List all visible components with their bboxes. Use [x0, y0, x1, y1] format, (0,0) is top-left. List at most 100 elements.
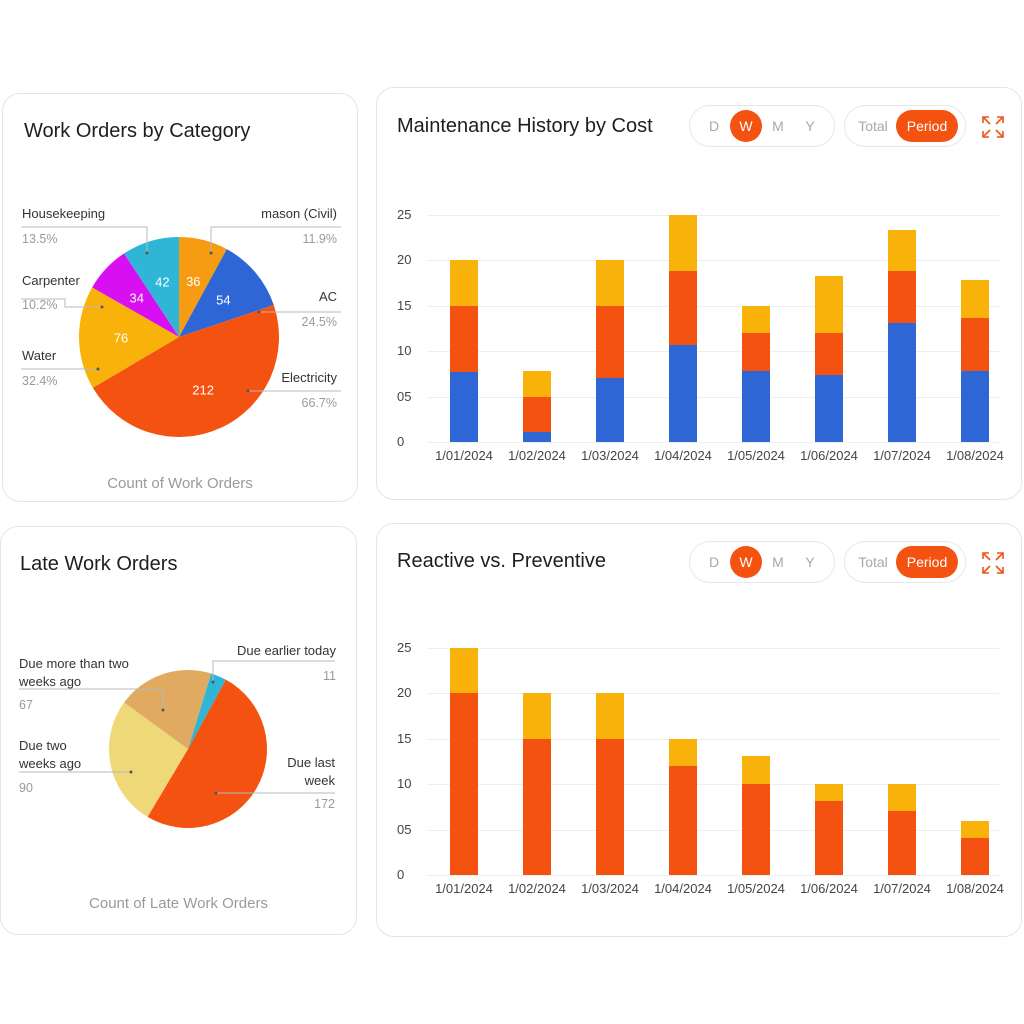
pie-slice	[109, 702, 188, 817]
y-axis-tick: 0	[397, 867, 405, 882]
gridline	[427, 215, 999, 216]
granularity-week[interactable]: W	[730, 110, 762, 142]
bar-segment[interactable]	[669, 271, 697, 345]
y-axis-tick: 25	[397, 640, 412, 655]
gridline	[427, 693, 999, 695]
bar-segment[interactable]	[450, 305, 478, 373]
y-axis-tick: 15	[397, 730, 412, 746]
pct-mason: 11.9%	[302, 232, 337, 246]
reactive-vs-preventive-card: Reactive vs. Preventive D W M Y Total Pe…	[376, 523, 1022, 937]
y-axis-tick: 10	[397, 343, 412, 359]
bar-segment[interactable]	[815, 784, 843, 801]
pie-slice	[92, 305, 279, 437]
legend-water: Water	[22, 348, 57, 363]
slice-value: 54	[216, 293, 230, 308]
expand-icon[interactable]	[981, 115, 1005, 139]
bar-segment[interactable]	[815, 800, 843, 875]
bar-segment[interactable]	[596, 738, 624, 875]
bar-segment[interactable]	[523, 396, 551, 432]
pie-slice	[179, 249, 274, 337]
legend-due-earlier-today: Due earlier today	[237, 643, 336, 658]
mode-period[interactable]: Period	[896, 110, 958, 142]
bar-segment[interactable]	[669, 215, 697, 272]
granularity-year[interactable]: Y	[805, 554, 815, 570]
y-axis-tick: 15	[397, 297, 412, 313]
card-title: Work Orders by Category	[24, 120, 251, 142]
mode-total[interactable]: Total	[858, 554, 888, 570]
bar-segment[interactable]	[742, 333, 770, 372]
bar-segment[interactable]	[596, 260, 624, 306]
bar-segment[interactable]	[888, 323, 916, 442]
x-axis-tick: 1/06/2024	[800, 881, 858, 896]
bar-segment[interactable]	[961, 371, 989, 442]
bar-segment[interactable]	[888, 271, 916, 324]
y-axis-tick: 10	[397, 776, 412, 792]
granularity-month[interactable]: M	[772, 554, 784, 570]
bar-segment[interactable]	[888, 784, 916, 812]
granularity-year[interactable]: Y	[805, 118, 815, 134]
pct-ac: 24.5%	[301, 315, 337, 329]
slice-value: 34	[129, 290, 143, 305]
bar-segment[interactable]	[961, 317, 989, 372]
legend-due-last-week: Due last week	[287, 755, 335, 788]
bar-segment[interactable]	[961, 280, 989, 318]
bar-segment[interactable]	[450, 260, 478, 306]
slice-value: 212	[192, 383, 214, 398]
mode-total[interactable]: Total	[858, 118, 888, 134]
bar-segment[interactable]	[596, 305, 624, 379]
bar-segment[interactable]	[596, 378, 624, 442]
granularity-day[interactable]: D	[708, 554, 720, 570]
bar-segment[interactable]	[961, 821, 989, 838]
bar-segment[interactable]	[815, 374, 843, 442]
legend-due-more-than-two-weeks: Due more than two weeks ago	[19, 656, 129, 689]
bar-segment[interactable]	[742, 756, 770, 785]
bar-segment[interactable]	[888, 230, 916, 272]
bar-segment[interactable]	[523, 432, 551, 442]
x-axis-tick: 1/08/2024	[946, 448, 1004, 463]
bar-segment[interactable]	[450, 648, 478, 694]
legend-carpenter: Carpenter	[22, 273, 80, 288]
gridline	[427, 442, 999, 443]
late-work-orders-card: Late Work Orders Due more than two weeks…	[0, 526, 357, 935]
y-axis-tick: 0	[397, 434, 405, 449]
x-axis-tick: 1/01/2024	[435, 448, 493, 463]
x-axis-tick: 1/07/2024	[873, 881, 931, 896]
x-axis-tick: 1/05/2024	[727, 881, 785, 896]
bar-segment[interactable]	[450, 693, 478, 875]
value-due-earlier-today: 11	[323, 669, 336, 683]
bar-segment[interactable]	[669, 766, 697, 875]
gridline	[427, 875, 999, 876]
x-axis-tick: 1/04/2024	[654, 881, 712, 896]
pie-slice	[124, 670, 212, 749]
bar-segment[interactable]	[742, 305, 770, 334]
bar-segment[interactable]	[669, 738, 697, 767]
mode-period[interactable]: Period	[896, 546, 958, 578]
category-pie-chart: 36 54 212 76 34 42	[21, 226, 341, 437]
legend-electricity: Electricity	[281, 370, 337, 385]
granularity-month[interactable]: M	[772, 118, 784, 134]
bar-segment[interactable]	[961, 837, 989, 875]
bar-segment[interactable]	[523, 693, 551, 739]
x-axis-tick: 1/07/2024	[873, 448, 931, 463]
legend-due-two-weeks: Due two weeks ago	[19, 738, 82, 771]
granularity-day[interactable]: D	[708, 118, 720, 134]
bar-segment[interactable]	[669, 344, 697, 442]
bar-segment[interactable]	[523, 738, 551, 875]
bar-segment[interactable]	[742, 784, 770, 875]
expand-icon[interactable]	[981, 551, 1005, 575]
pie-slice	[147, 679, 267, 828]
bar-segment[interactable]	[888, 811, 916, 875]
granularity-toggle: D W M Y	[689, 105, 835, 147]
bar-segment[interactable]	[815, 333, 843, 375]
x-axis-tick: 1/01/2024	[435, 881, 493, 896]
bar-segment[interactable]	[450, 372, 478, 442]
bar-segment[interactable]	[596, 693, 624, 739]
reactive-preventive-bar-chart: 0 05 10 15 20 25 1/01/2024 1/02/2024 1/03/2024 1/…	[377, 524, 1023, 938]
slice-value: 42	[155, 274, 169, 289]
bar-segment[interactable]	[523, 371, 551, 397]
bar-segment[interactable]	[815, 275, 843, 334]
granularity-week[interactable]: W	[730, 546, 762, 578]
legend-mason: mason (Civil)	[261, 206, 337, 221]
bar-segment[interactable]	[742, 371, 770, 442]
card-title: Reactive vs. Preventive	[397, 550, 606, 572]
